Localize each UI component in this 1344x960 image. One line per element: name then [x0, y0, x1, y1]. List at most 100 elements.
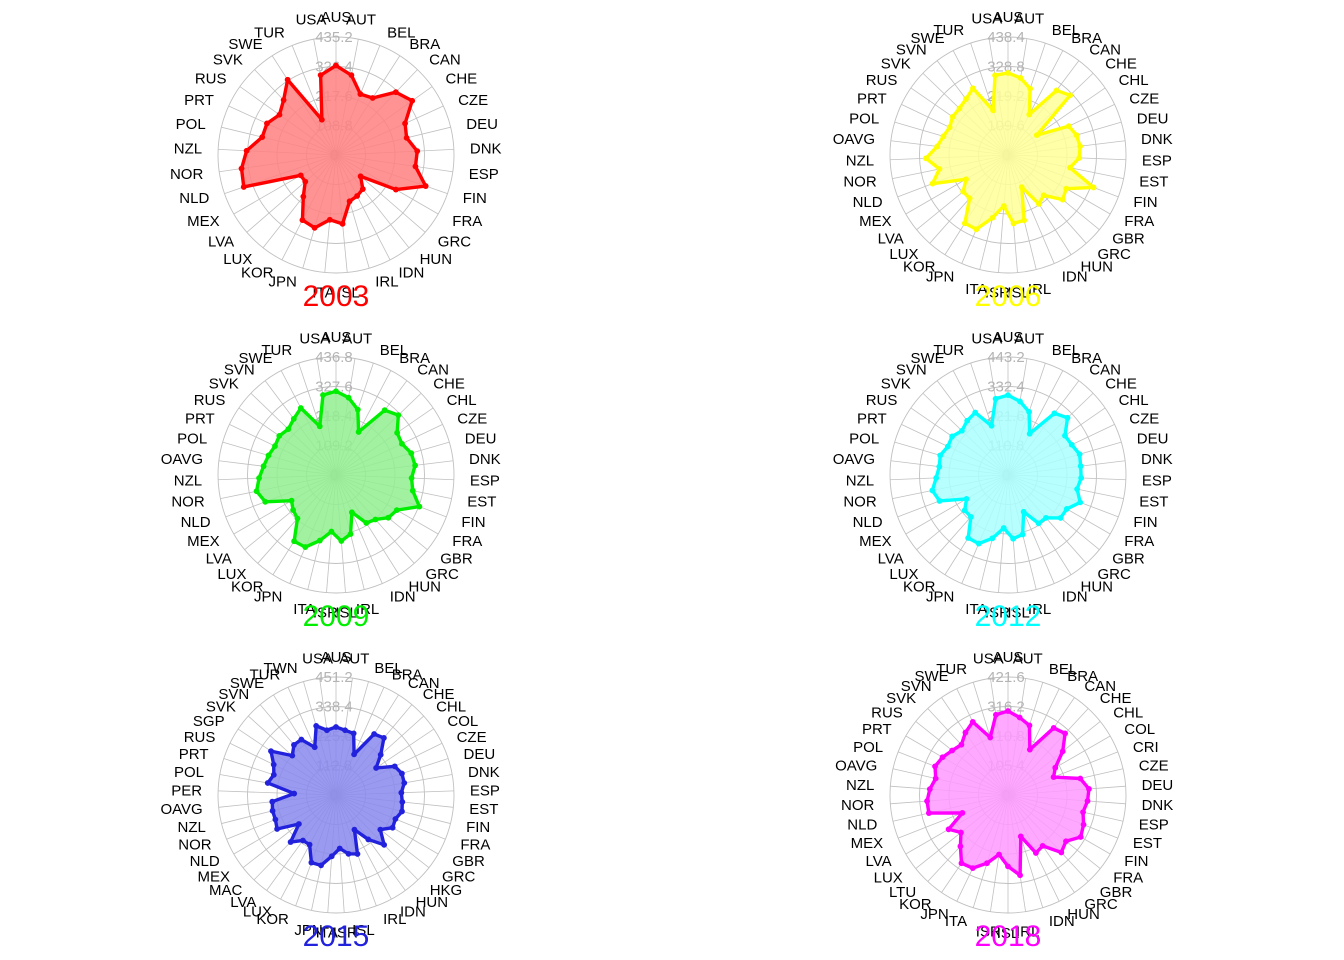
- radar-data-point: [369, 95, 376, 101]
- category-label-TUR: TUR: [254, 25, 285, 42]
- radar-data-point: [1050, 725, 1057, 731]
- radar-data-point: [398, 789, 405, 796]
- radar-data-point: [1033, 850, 1039, 856]
- category-label-BEL: BEL: [1049, 661, 1077, 678]
- radar-series-area: [266, 724, 406, 868]
- category-label-RUS: RUS: [866, 72, 898, 89]
- radar-data-point: [351, 826, 358, 833]
- category-label-SWE: SWE: [230, 675, 264, 692]
- radar-data-point: [925, 810, 932, 816]
- category-label-OAVG: OAVG: [833, 451, 875, 468]
- category-label-NZL: NZL: [846, 472, 874, 489]
- category-label-PRT: PRT: [857, 410, 887, 427]
- radar-data-point: [1051, 410, 1058, 417]
- category-label-NZL: NZL: [174, 472, 202, 489]
- category-label-HKG: HKG: [430, 882, 463, 899]
- category-label-PRT: PRT: [857, 90, 887, 107]
- category-label-AUS: AUS: [993, 9, 1024, 26]
- category-label-LVA: LVA: [878, 231, 904, 248]
- radar-data-point: [414, 148, 421, 155]
- radar-data-point: [401, 780, 408, 786]
- radial-tick-label: 332.4: [987, 379, 1025, 396]
- radar-svg: 438.4328.8219.2109.60AUSAUTBELBRACANCHEC…: [833, 9, 1173, 302]
- radar-data-point: [381, 841, 388, 848]
- radial-tick-label: 421.6: [987, 669, 1025, 686]
- radar-data-point: [294, 515, 301, 522]
- radar-data-point: [989, 535, 996, 542]
- category-label-FIN: FIN: [1133, 194, 1157, 211]
- radar-data-point: [316, 423, 323, 430]
- category-label-MEX: MEX: [197, 868, 230, 885]
- category-label-CHE: CHE: [433, 376, 465, 393]
- category-label-CAN: CAN: [417, 362, 449, 379]
- radar-data-point: [290, 507, 296, 513]
- category-label-LUX: LUX: [889, 566, 918, 583]
- radar-data-point: [302, 544, 309, 550]
- category-label-BRA: BRA: [1067, 668, 1098, 685]
- category-label-IDN: IDN: [1062, 588, 1088, 605]
- category-label-CHL: CHL: [1119, 72, 1149, 89]
- radar-data-point: [1053, 87, 1060, 94]
- radar-data-point: [288, 497, 295, 504]
- category-label-IDN: IDN: [1062, 268, 1088, 285]
- category-label-ESP: ESP: [470, 782, 500, 799]
- category-label-NLD: NLD: [853, 514, 883, 531]
- category-label-POL: POL: [853, 739, 883, 756]
- category-label-NOR: NOR: [178, 836, 212, 853]
- category-label-GBR: GBR: [1100, 884, 1133, 901]
- radar-data-point: [966, 195, 973, 202]
- category-label-NZL: NZL: [846, 152, 874, 169]
- category-label-NOR: NOR: [170, 166, 204, 183]
- radar-data-point: [969, 865, 976, 872]
- category-label-DNK: DNK: [468, 764, 500, 781]
- year-title: 2006: [974, 280, 1042, 313]
- radar-series-area: [930, 393, 1083, 546]
- category-label-EST: EST: [469, 801, 498, 818]
- year-title: 2012: [974, 600, 1042, 633]
- radar-data-point: [1077, 499, 1084, 506]
- radar-data-point: [328, 853, 335, 860]
- category-label-PRT: PRT: [185, 410, 215, 427]
- radar-data-point: [945, 826, 952, 833]
- radar-data-point: [1063, 185, 1070, 192]
- category-label-GBR: GBR: [1112, 551, 1145, 568]
- radar-data-point: [381, 407, 388, 414]
- category-label-LUX: LUX: [874, 869, 903, 886]
- category-label-NZL: NZL: [174, 141, 202, 158]
- radar-data-point: [1077, 463, 1084, 470]
- category-label-FRA: FRA: [460, 836, 490, 853]
- category-label-SVN: SVN: [896, 362, 927, 379]
- category-label-CZE: CZE: [1129, 90, 1159, 107]
- radar-data-point: [300, 837, 306, 844]
- category-label-LVA: LVA: [208, 233, 234, 250]
- category-label-IRL: IRL: [356, 601, 379, 618]
- category-label-LUX: LUX: [889, 246, 918, 263]
- category-label-CAN: CAN: [1089, 362, 1121, 379]
- radar-data-point: [1068, 441, 1075, 448]
- category-label-KOR: KOR: [903, 259, 936, 276]
- radar-data-point: [318, 116, 325, 123]
- category-label-NOR: NOR: [843, 493, 877, 510]
- category-label-ESP: ESP: [1142, 472, 1172, 489]
- category-label-EST: EST: [1139, 173, 1168, 190]
- radar-data-point: [924, 798, 930, 804]
- radar-data-point: [338, 538, 345, 544]
- radar-data-point: [1043, 514, 1049, 521]
- radar-data-point: [399, 770, 405, 777]
- radar-data-point: [399, 799, 406, 805]
- radar-data-point: [949, 747, 956, 754]
- radar-data-point: [264, 120, 270, 127]
- category-label-DEU: DEU: [466, 116, 498, 133]
- radar-data-point: [391, 763, 398, 770]
- radar-data-point: [259, 134, 266, 141]
- category-label-FIN: FIN: [466, 819, 490, 836]
- radar-data-point: [403, 134, 410, 141]
- radar-series-area: [239, 63, 428, 230]
- category-label-LVA: LVA: [878, 551, 904, 568]
- radar-data-point: [377, 751, 384, 758]
- radar-data-point: [936, 498, 943, 504]
- category-label-RUS: RUS: [194, 392, 226, 409]
- radar-data-point: [993, 711, 999, 718]
- radar-data-point: [280, 97, 287, 103]
